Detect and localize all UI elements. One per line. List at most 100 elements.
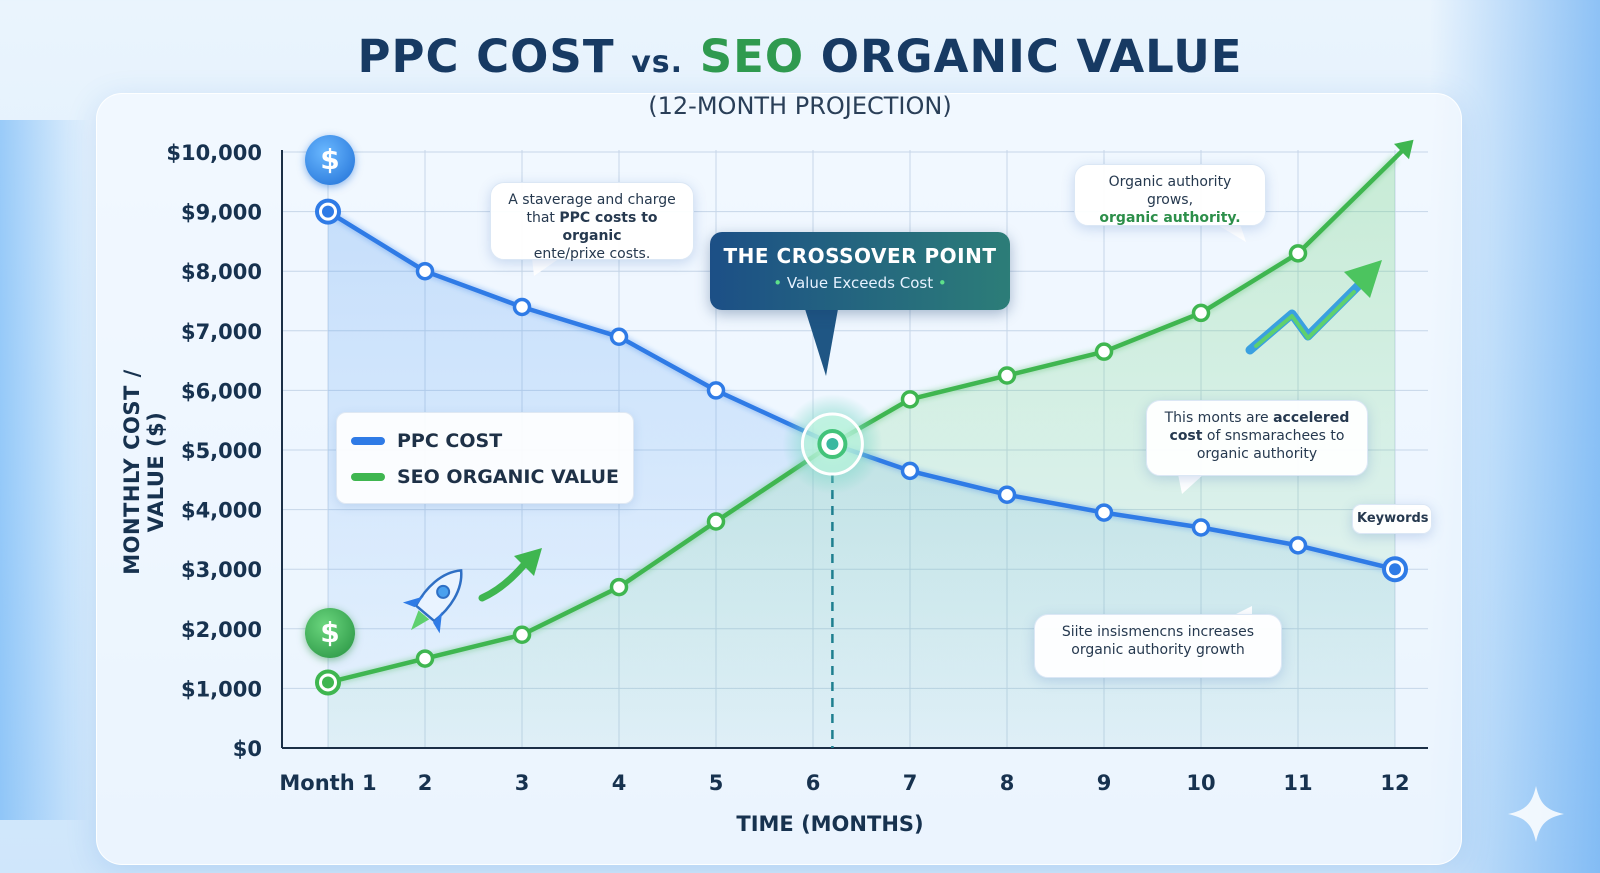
dollar-coin-icon: $ xyxy=(305,608,355,658)
chart-subtitle: (12-MONTH PROJECTION) xyxy=(648,92,952,120)
crossover-point-core xyxy=(826,438,839,451)
x-tick-label: 12 xyxy=(1380,771,1409,795)
annotation-authority-note: Organic authority grows, organic authori… xyxy=(1074,164,1266,226)
data-point-ppc xyxy=(706,381,726,400)
title-vs: vs. xyxy=(631,45,684,80)
annotation-line: organic authority. xyxy=(1099,210,1241,226)
y-tick-label: $8,000 xyxy=(181,260,262,284)
y-axis-label: MONTHLY COST / VALUE ($) xyxy=(120,369,168,575)
annotation-line: This monts are accelered xyxy=(1164,410,1350,426)
x-tick-label: 3 xyxy=(515,771,530,795)
axes xyxy=(281,150,1428,749)
data-point-ppc xyxy=(1288,536,1308,555)
x-tick-label: 9 xyxy=(1097,771,1112,795)
y-tick-label: $10,000 xyxy=(166,141,262,165)
data-point-ppc xyxy=(1094,503,1114,522)
title-part-seo: SEO xyxy=(699,30,805,83)
annotation-line: organic authority growth xyxy=(1071,642,1245,658)
x-tick-label: 11 xyxy=(1283,771,1312,795)
keywords-badge: Keywords xyxy=(1352,504,1432,534)
data-point-core xyxy=(322,676,334,689)
bubble-tail xyxy=(1216,224,1246,242)
annotation-line: cost of snsmarachees to xyxy=(1169,428,1345,444)
bubble-tail xyxy=(532,258,560,276)
crossover-callout: THE CROSSOVER POINT • Value Exceeds Cost… xyxy=(710,232,1010,310)
decorations xyxy=(402,224,1564,842)
crossover-callout-pointer xyxy=(805,309,838,376)
annotation-line: Organic authority grows, xyxy=(1108,174,1232,208)
rocket-fin xyxy=(402,596,424,608)
y-tick-label: $4,000 xyxy=(181,499,262,523)
annotation-growth-note: Siite insismencns increases organic auth… xyxy=(1034,614,1282,678)
annotation-line: Siite insismencns increases xyxy=(1061,624,1255,640)
y-tick-label: $1,000 xyxy=(181,677,262,701)
data-point-ppc xyxy=(900,461,920,481)
crossover-marker xyxy=(782,309,883,748)
legend-label-seo: SEO ORGANIC VALUE xyxy=(397,466,619,488)
background-glow-left xyxy=(0,120,90,820)
data-point-seo xyxy=(1094,342,1114,361)
data-point-ppc xyxy=(609,327,629,347)
rocket-fin xyxy=(433,611,443,634)
legend-swatch-seo xyxy=(351,473,385,481)
rocket-icon xyxy=(402,569,463,634)
seo-arrow-head xyxy=(1393,139,1414,160)
title-part-organic: ORGANIC VALUE xyxy=(820,30,1243,83)
y-tick-label: $0 xyxy=(233,737,262,761)
x-axis-label: TIME (MONTHS) xyxy=(736,812,924,836)
title-part-ppc: PPC COST xyxy=(357,30,615,83)
legend-swatch-ppc xyxy=(351,437,385,445)
annotation-line: organic authority xyxy=(1196,446,1318,462)
crossover-subtitle: • Value Exceeds Cost • xyxy=(773,274,947,292)
growth-arrow-head xyxy=(1344,260,1382,298)
sparkle-icon xyxy=(1508,786,1564,842)
x-tick-label: 2 xyxy=(418,771,433,795)
y-tick-label: $2,000 xyxy=(181,618,262,642)
coin-symbol: $ xyxy=(320,616,340,649)
data-point-ppc xyxy=(415,261,435,281)
y-tick-label: $9,000 xyxy=(181,201,262,225)
data-point-seo xyxy=(1191,303,1211,323)
dollar-coin-icon: $ xyxy=(305,135,355,185)
annotation-line: A staverage and charge xyxy=(508,192,676,208)
x-tick-label: 4 xyxy=(612,771,627,795)
legend-label-ppc: PPC COST xyxy=(397,430,503,452)
data-point-core xyxy=(322,205,334,218)
chart-legend: PPC COST SEO ORGANIC VALUE xyxy=(336,412,634,504)
x-tick-label: 5 xyxy=(709,771,724,795)
annotation-line: ente/prixe costs. xyxy=(533,246,651,262)
data-points xyxy=(315,198,1408,696)
annotation-ppc-note: A staverage and charge that PPC costs to… xyxy=(490,182,694,262)
data-point-ppc xyxy=(512,297,532,317)
x-tick-label: 6 xyxy=(806,771,821,795)
data-point-ppc xyxy=(1191,518,1211,537)
data-point-core xyxy=(1389,563,1401,576)
annotation-line: that PPC costs to organic xyxy=(526,210,658,244)
y-tick-label: $5,000 xyxy=(181,439,262,463)
data-point-seo xyxy=(512,625,532,645)
rocket-window xyxy=(436,584,451,599)
y-tick-label: $7,000 xyxy=(181,320,262,344)
data-point-seo xyxy=(997,366,1017,385)
growth-arrow-icon-inner xyxy=(1254,290,1356,348)
bubble-tail xyxy=(1178,474,1204,494)
x-tick-label: 8 xyxy=(1000,771,1015,795)
crossover-title: THE CROSSOVER POINT xyxy=(723,244,997,268)
annotation-accelerated-note: This monts are accelered cost of snsmara… xyxy=(1146,400,1368,476)
x-tick-label: 7 xyxy=(903,771,918,795)
y-tick-label: $6,000 xyxy=(181,379,262,403)
data-point-seo xyxy=(706,512,726,531)
tick-labels: $0 $1,000 $2,000 $3,000 $4,000 $5,000 $6,000 $7… xyxy=(166,141,1409,795)
data-point-seo xyxy=(1288,244,1308,263)
small-growth-arrow-head xyxy=(514,548,542,576)
legend-entry-seo: SEO ORGANIC VALUE xyxy=(351,465,619,489)
data-point-seo xyxy=(900,390,920,409)
data-point-ppc xyxy=(997,485,1017,504)
y-tick-label: $3,000 xyxy=(181,558,262,582)
x-tick-label: Month 1 xyxy=(279,771,376,795)
coin-symbol: $ xyxy=(320,143,340,176)
x-tick-label: 10 xyxy=(1186,771,1215,795)
data-point-seo xyxy=(415,649,435,668)
chart-title: PPC COST vs. SEO ORGANIC VALUE xyxy=(0,30,1600,83)
